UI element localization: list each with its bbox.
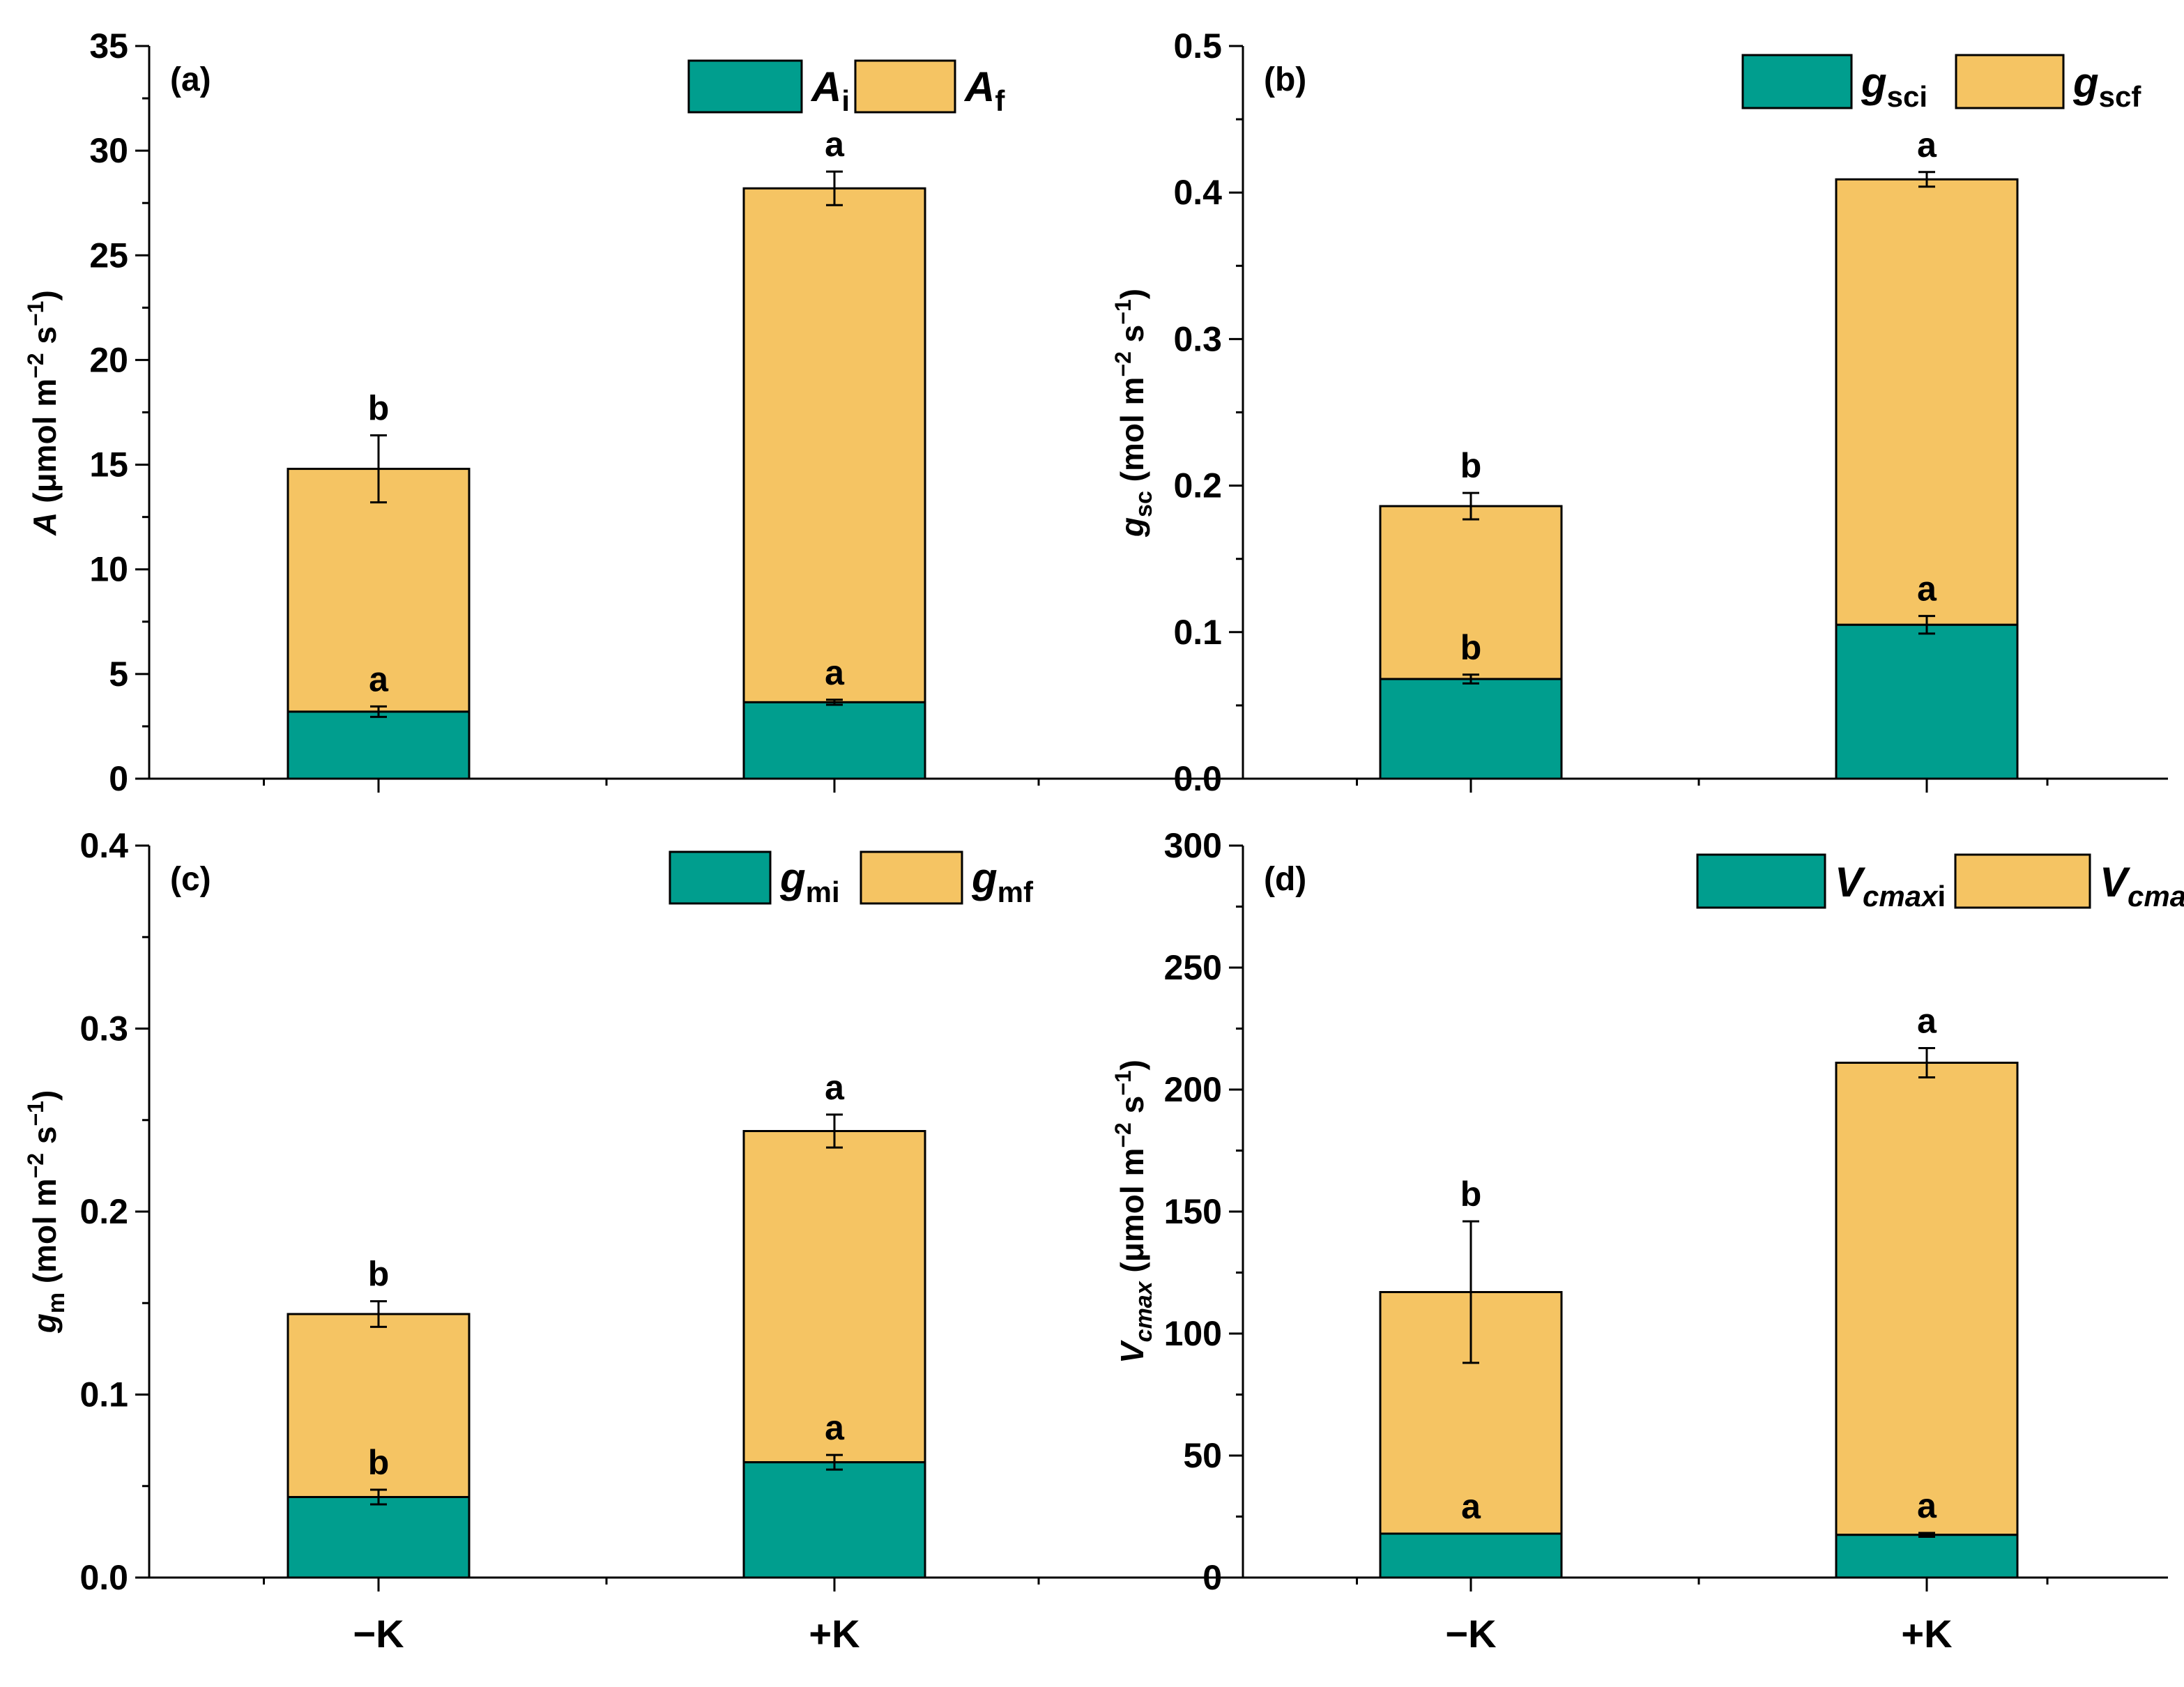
significance-letter-final: b (368, 389, 390, 428)
y-tick-label: 0.3 (79, 1009, 128, 1048)
y-tick-label: 0.4 (1173, 173, 1222, 212)
significance-letter-initial: a (369, 659, 389, 699)
y-tick-label: 0.2 (1173, 466, 1222, 505)
legend-label-final: gscf (2072, 59, 2141, 113)
y-tick-label: 200 (1164, 1070, 1222, 1109)
significance-letter-final: a (825, 125, 845, 164)
y-tick-label: 25 (89, 236, 128, 275)
legend-label-initial: Vcmaxi (1835, 859, 1946, 913)
legend-swatch-final (854, 59, 956, 114)
chart-panel-4: 0 50 100 150 200 250 300 −K +K a b a a (d) Vcmaxi Vcmax… (1110, 826, 2184, 1656)
y-tick-label: 100 (1164, 1314, 1222, 1353)
legend-swatch-initial (669, 850, 772, 905)
legend-swatch-final (860, 850, 963, 905)
panel-label: (a) (170, 61, 211, 98)
significance-letter-initial: a (1917, 1486, 1937, 1525)
bar-final (1835, 178, 2019, 626)
significance-letter-initial: b (1460, 628, 1482, 667)
y-tick-label: 300 (1164, 826, 1222, 865)
significance-letter-final: b (368, 1255, 390, 1294)
panel-label: (d) (1264, 861, 1306, 898)
y-tick-label: 50 (1183, 1436, 1222, 1475)
y-tick-label: 20 (89, 340, 128, 379)
x-category-label: +K (809, 1612, 860, 1656)
significance-letter-final: b (1460, 446, 1482, 485)
legend-label-final: Af (963, 63, 1005, 117)
y-tick-label: 150 (1164, 1192, 1222, 1231)
x-category-label: −K (1445, 1612, 1496, 1656)
legend-label-initial: Ai (810, 63, 850, 117)
chart-panel-1: 0 5 10 15 20 25 30 35 a b a a (a) Ai Af A (μmol m−2 s−1… (23, 26, 1243, 798)
bar-initial (742, 1461, 926, 1579)
y-tick-label: 250 (1164, 948, 1222, 987)
legend-swatch-initial (1696, 853, 1826, 909)
y-tick-label: 15 (89, 445, 128, 484)
x-category-label: +K (1901, 1612, 1952, 1656)
significance-letter-initial: a (825, 1408, 845, 1447)
y-tick-label: 35 (89, 26, 128, 66)
y-tick-label: 0.0 (1173, 759, 1222, 798)
y-tick-label: 0.0 (79, 1558, 128, 1597)
significance-letter-final: a (825, 1068, 845, 1107)
bar-final (287, 1313, 471, 1498)
y-tick-label: 0.4 (79, 826, 128, 865)
legend-label-final: gmf (971, 855, 1034, 908)
significance-letter-final: a (1917, 125, 1937, 165)
y-tick-label: 0.1 (79, 1375, 128, 1414)
significance-letter-final: a (1917, 1002, 1937, 1041)
bar-initial (1379, 678, 1563, 780)
bar-initial (1835, 623, 2019, 780)
y-tick-label: 0.2 (79, 1192, 128, 1231)
y-axis-label: gsc (mol m−2 s−1) (1110, 289, 1157, 537)
bar-final (1835, 1062, 2019, 1536)
legend-swatch-initial (687, 59, 803, 114)
x-category-label: −K (353, 1612, 404, 1656)
bar-initial (1379, 1532, 1563, 1579)
y-tick-label: 0.3 (1173, 319, 1222, 358)
y-tick-label: 0 (109, 759, 128, 798)
y-axis-label: gm (mol m−2 s−1) (23, 1090, 70, 1334)
bar-initial (287, 710, 471, 780)
legend-label-final: Vcmaxf (2100, 859, 2184, 913)
legend-swatch-final (1954, 853, 2091, 909)
legend-swatch-initial (1741, 54, 1853, 109)
bar-initial (1835, 1534, 2019, 1579)
significance-letter-initial: a (825, 653, 845, 692)
y-axis-label: A (μmol m−2 s−1) (23, 290, 63, 536)
y-tick-label: 0 (1202, 1558, 1222, 1597)
significance-letter-initial: a (1461, 1487, 1481, 1526)
y-tick-label: 5 (109, 655, 128, 694)
y-axis-label: Vcmax (μmol m−2 s−1) (1110, 1060, 1157, 1364)
chart-panel-2: 0.0 0.1 0.2 0.3 0.4 0.5 b b a a (b) gsci gscf gsc (mo… (1110, 26, 2168, 798)
significance-letter-initial: b (368, 1443, 390, 1482)
panel-label: (c) (170, 861, 211, 898)
legend-swatch-final (1955, 54, 2065, 109)
y-tick-label: 0.1 (1173, 613, 1222, 652)
legend-label-initial: gmi (779, 855, 840, 908)
y-tick-label: 0.5 (1173, 26, 1222, 66)
legend-label-initial: gsci (1861, 59, 1927, 113)
y-tick-label: 10 (89, 550, 128, 589)
bar-initial (287, 1496, 471, 1579)
significance-letter-final: b (1460, 1175, 1482, 1214)
y-tick-label: 30 (89, 131, 128, 170)
significance-letter-initial: a (1917, 570, 1937, 609)
bar-final (742, 187, 926, 703)
panel-label: (b) (1264, 61, 1306, 98)
bar-initial (742, 701, 926, 780)
chart-panel-3: 0.0 0.1 0.2 0.3 0.4 −K +K b b a a (c) gmi gmf gm (mol … (23, 826, 1243, 1656)
